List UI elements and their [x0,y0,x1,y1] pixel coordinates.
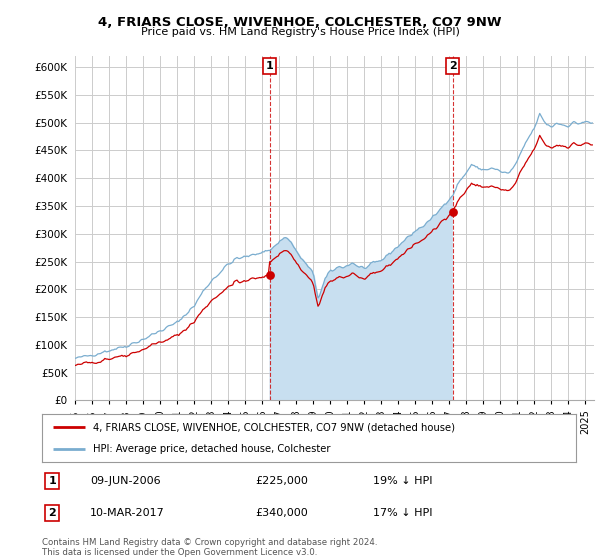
Text: 19% ↓ HPI: 19% ↓ HPI [373,476,433,486]
Point [448,207,457,216]
Text: 10-MAR-2017: 10-MAR-2017 [90,508,165,518]
Text: 17% ↓ HPI: 17% ↓ HPI [373,508,433,518]
Text: £225,000: £225,000 [256,476,308,486]
Text: Contains HM Land Registry data © Crown copyright and database right 2024.
This d: Contains HM Land Registry data © Crown c… [42,538,377,557]
Text: 4, FRIARS CLOSE, WIVENHOE, COLCHESTER, CO7 9NW: 4, FRIARS CLOSE, WIVENHOE, COLCHESTER, C… [98,16,502,29]
Text: HPI: Average price, detached house, Colchester: HPI: Average price, detached house, Colc… [93,444,330,454]
Text: £340,000: £340,000 [256,508,308,518]
Text: 2: 2 [49,508,56,518]
Point [265,271,274,280]
Text: 4, FRIARS CLOSE, WIVENHOE, COLCHESTER, CO7 9NW (detached house): 4, FRIARS CLOSE, WIVENHOE, COLCHESTER, C… [93,422,455,432]
Text: 1: 1 [266,61,274,71]
Text: 2: 2 [449,61,457,71]
Text: 1: 1 [49,476,56,486]
Text: Price paid vs. HM Land Registry's House Price Index (HPI): Price paid vs. HM Land Registry's House … [140,27,460,37]
Text: 09-JUN-2006: 09-JUN-2006 [90,476,161,486]
